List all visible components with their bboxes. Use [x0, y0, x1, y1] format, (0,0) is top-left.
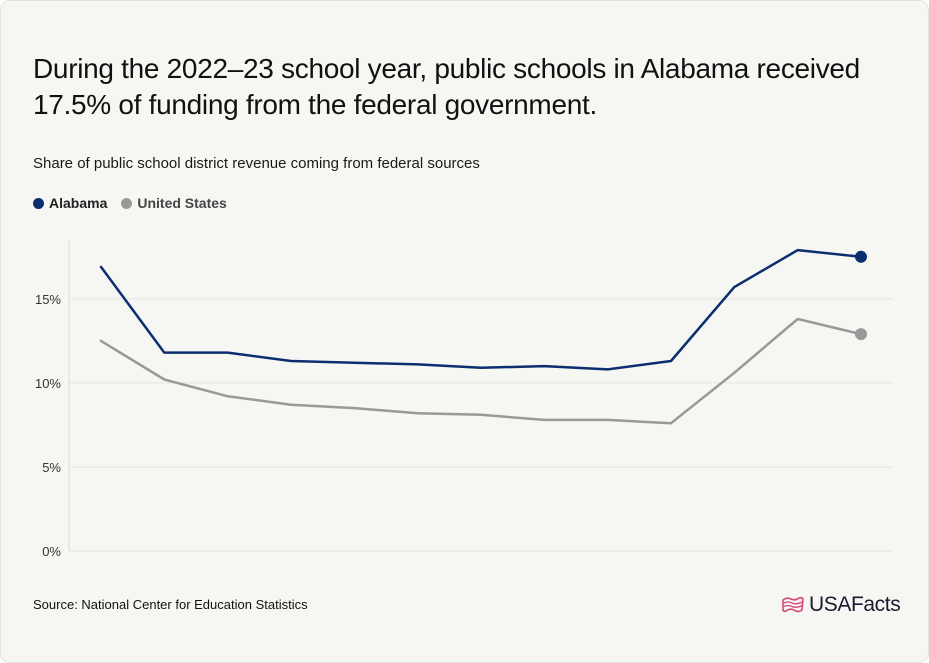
chart-subtitle: Share of public school district revenue … [33, 155, 480, 172]
legend-item-united-states: United States [121, 195, 227, 211]
y-tick-label-5: 5% [42, 460, 61, 475]
chart-title: During the 2022–23 school year, public s… [33, 53, 860, 120]
legend-swatch-united-states [121, 197, 133, 209]
logo-text: USAFacts [809, 593, 901, 616]
legend-swatch-alabama [33, 197, 44, 209]
series-endpoint-alabama [855, 250, 867, 263]
us-map-flag-icon [782, 596, 804, 613]
series-line-alabama [99, 248, 863, 371]
y-tick-label-0: 0% [42, 544, 61, 559]
usafacts-logo: USAFacts [781, 593, 901, 617]
series-endpoint-united-states [855, 328, 867, 341]
y-tick-label-10: 10% [35, 376, 61, 391]
series-line-united-states [99, 317, 863, 425]
legend-label-alabama: Alabama [49, 195, 108, 211]
source-note: Source: National Center for Education St… [33, 597, 308, 612]
legend: Alabama United States [33, 195, 241, 211]
legend-label-united-states: United States [137, 195, 227, 211]
y-tick-label-15: 15% [35, 292, 61, 307]
legend-item-alabama: Alabama [33, 195, 107, 211]
